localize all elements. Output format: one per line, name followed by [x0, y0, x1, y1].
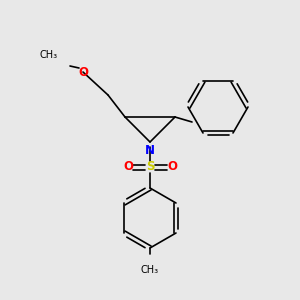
- Text: S: S: [146, 160, 154, 173]
- Text: CH₃: CH₃: [141, 265, 159, 275]
- Text: O: O: [123, 160, 133, 173]
- Text: CH₃: CH₃: [40, 50, 58, 60]
- Text: O: O: [167, 160, 177, 173]
- Text: O: O: [78, 65, 88, 79]
- Text: N: N: [145, 144, 155, 157]
